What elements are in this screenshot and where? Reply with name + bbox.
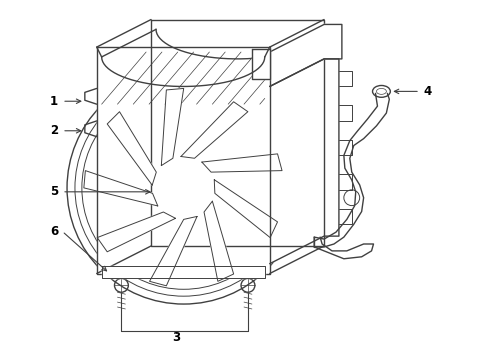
Polygon shape (161, 89, 183, 166)
Polygon shape (102, 266, 264, 278)
Polygon shape (107, 112, 156, 185)
Polygon shape (151, 19, 324, 246)
Text: 1: 1 (50, 95, 58, 108)
Polygon shape (97, 212, 175, 252)
Text: 4: 4 (423, 85, 431, 98)
Circle shape (181, 185, 186, 191)
Polygon shape (214, 180, 277, 238)
Polygon shape (203, 201, 233, 281)
Text: 3: 3 (171, 331, 180, 344)
Polygon shape (83, 171, 158, 206)
Polygon shape (181, 102, 247, 158)
Text: 5: 5 (50, 185, 58, 198)
Polygon shape (251, 49, 269, 78)
Polygon shape (202, 154, 282, 172)
Polygon shape (97, 47, 269, 274)
Text: 6: 6 (50, 225, 58, 238)
Text: 2: 2 (50, 124, 58, 137)
Polygon shape (269, 59, 338, 264)
Polygon shape (269, 24, 341, 86)
Polygon shape (149, 216, 197, 286)
